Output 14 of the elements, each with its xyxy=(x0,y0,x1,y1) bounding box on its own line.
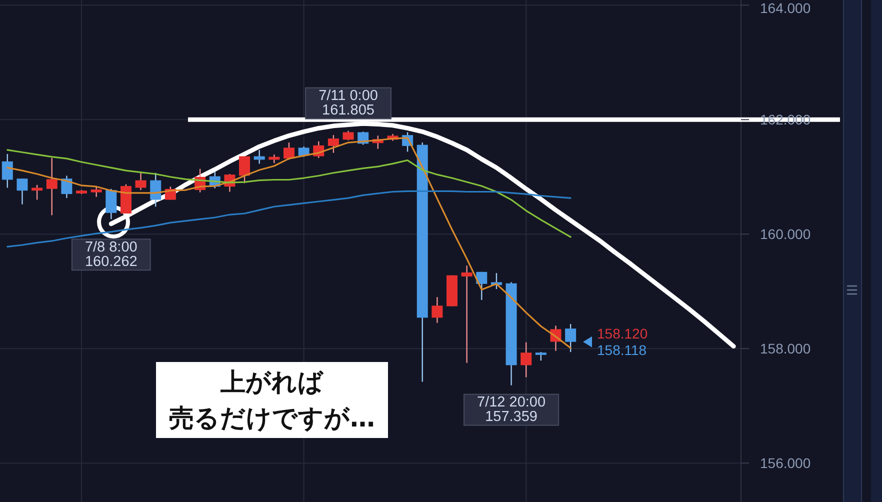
y-tick-label: 158.000 xyxy=(760,340,811,357)
price-tag: 158.120 xyxy=(597,326,648,342)
note: 上がれば売るだけですが… xyxy=(156,362,388,438)
annotation: 上がれば売るだけですが… xyxy=(169,368,375,432)
y-tick-label: 156.000 xyxy=(760,455,811,472)
y-tick-label: 160.000 xyxy=(760,226,811,242)
annotation: 7/11 0:00 161.805 xyxy=(318,88,378,119)
y-tick-label: 164.000 xyxy=(760,0,811,16)
annotation: 7/12 20:00 157.359 xyxy=(477,394,546,426)
annotation: 7/8 8:00 160.262 xyxy=(84,239,138,270)
annotation: 7/11 0:00 161.805 xyxy=(305,87,392,120)
annotation: 7/12 20:00 157.359 xyxy=(464,394,560,426)
price-tag: 158.118 xyxy=(597,342,647,358)
annotation: 7/8 8:00 160.262 xyxy=(71,238,151,271)
